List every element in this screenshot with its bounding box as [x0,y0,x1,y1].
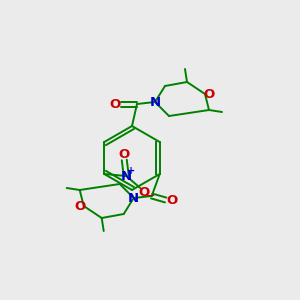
Text: N: N [149,95,161,109]
Text: O: O [110,98,121,110]
Text: −: − [145,190,155,202]
Text: O: O [119,148,130,160]
Text: O: O [166,194,177,206]
Text: +: + [127,166,135,176]
Text: N: N [121,169,132,182]
Text: O: O [74,200,85,212]
Text: N: N [128,191,139,205]
Text: O: O [203,88,214,100]
Text: O: O [139,187,150,200]
